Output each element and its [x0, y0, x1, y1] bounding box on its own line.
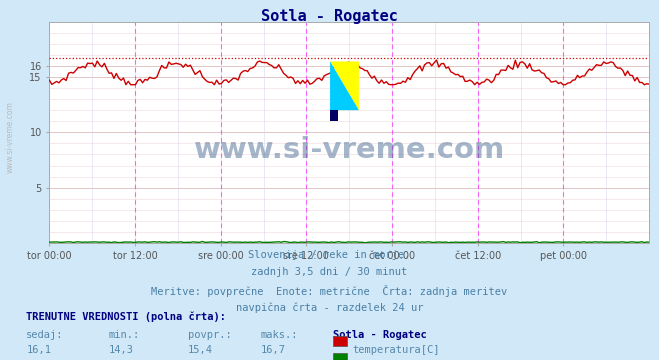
Polygon shape	[330, 62, 359, 110]
Text: povpr.:: povpr.:	[188, 330, 231, 340]
Text: 16,1: 16,1	[26, 345, 51, 355]
Text: sedaj:: sedaj:	[26, 330, 64, 340]
Text: Meritve: povprečne  Enote: metrične  Črta: zadnja meritev: Meritve: povprečne Enote: metrične Črta:…	[152, 285, 507, 297]
Text: min.:: min.:	[109, 330, 140, 340]
Text: Sotla - Rogatec: Sotla - Rogatec	[261, 9, 398, 24]
Polygon shape	[330, 62, 359, 110]
Text: www.si-vreme.com: www.si-vreme.com	[194, 136, 505, 164]
Text: Slovenija / reke in morje.: Slovenija / reke in morje.	[248, 250, 411, 260]
Text: Sotla - Rogatec: Sotla - Rogatec	[333, 330, 426, 340]
Text: TRENUTNE VREDNOSTI (polna črta):: TRENUTNE VREDNOSTI (polna črta):	[26, 311, 226, 322]
Text: 16,7: 16,7	[260, 345, 285, 355]
Text: www.si-vreme.com: www.si-vreme.com	[5, 101, 14, 173]
Text: temperatura[C]: temperatura[C]	[353, 345, 440, 355]
Text: zadnjh 3,5 dni / 30 minut: zadnjh 3,5 dni / 30 minut	[251, 267, 408, 278]
Bar	[330, 110, 338, 121]
Text: 15,4: 15,4	[188, 345, 213, 355]
Text: 14,3: 14,3	[109, 345, 134, 355]
Text: navpična črta - razdelek 24 ur: navpična črta - razdelek 24 ur	[236, 302, 423, 312]
Text: maks.:: maks.:	[260, 330, 298, 340]
